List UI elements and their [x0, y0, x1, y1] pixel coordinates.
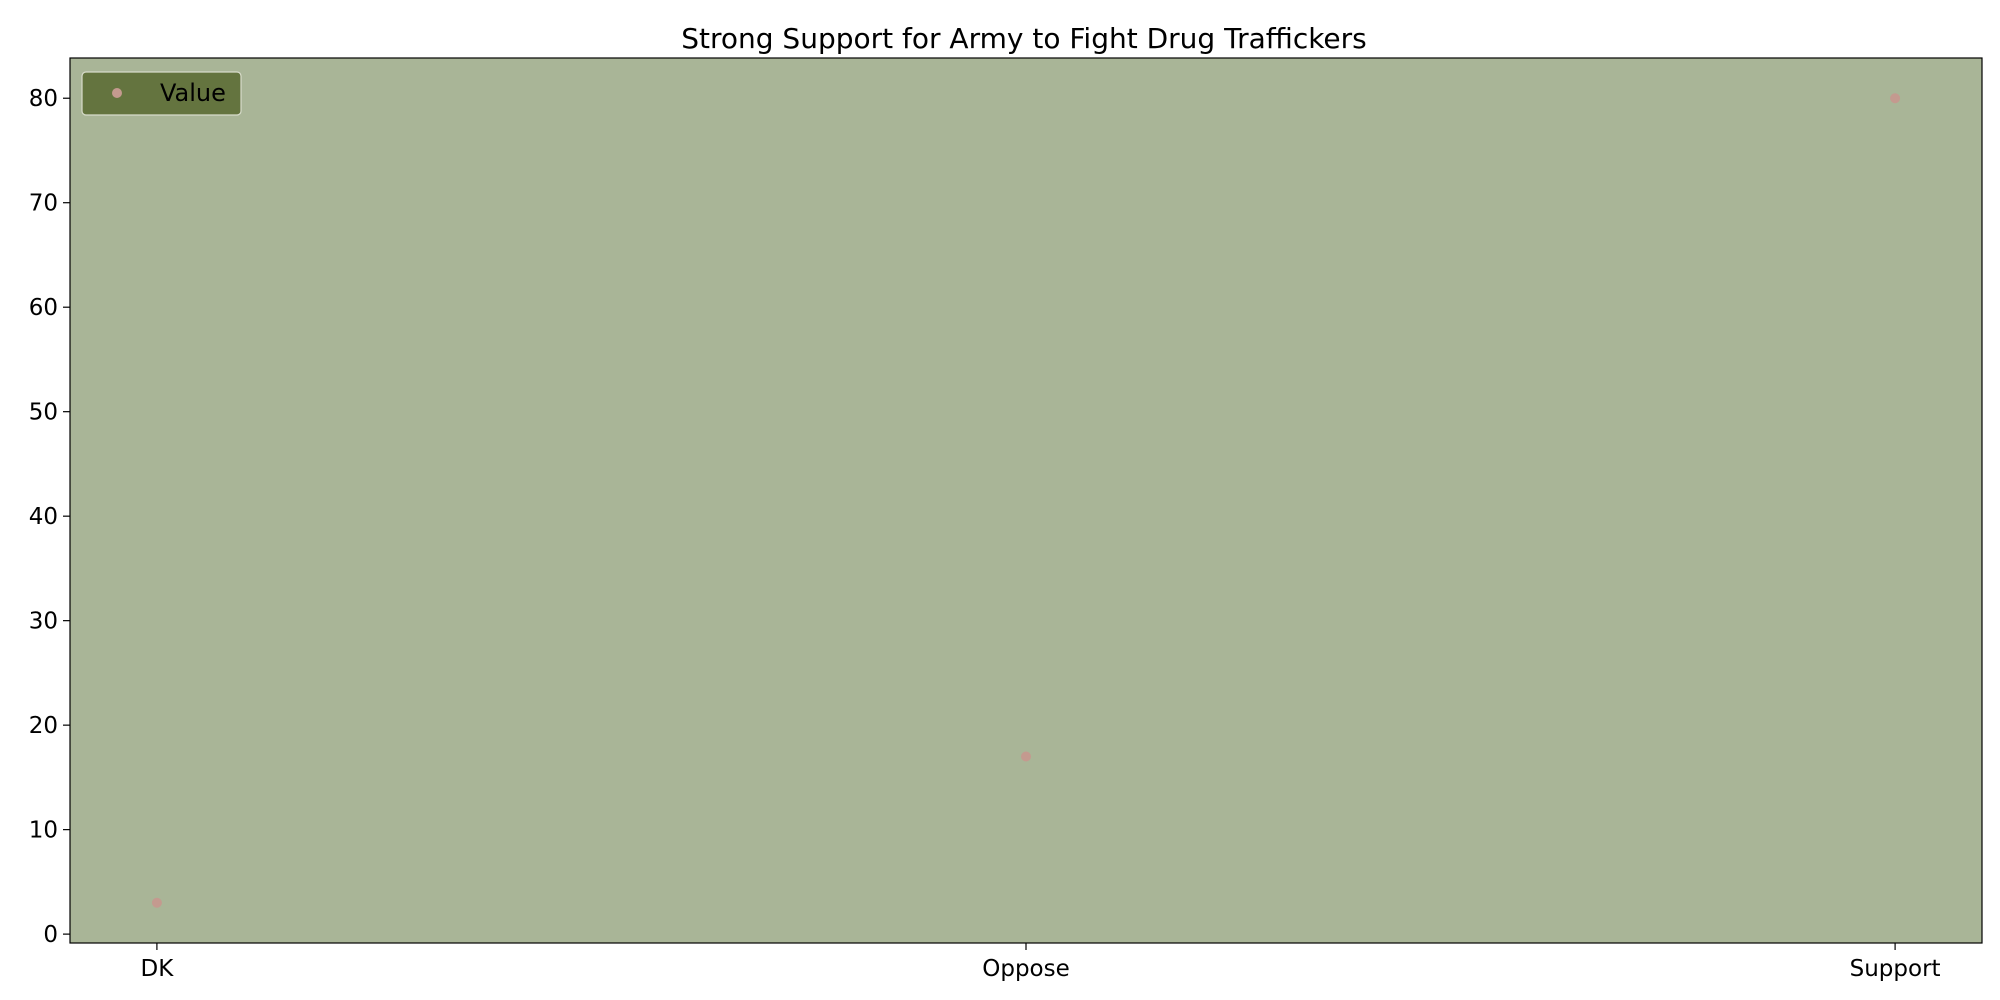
data-point-dk [151, 897, 162, 908]
y-tick-label: 20 [29, 713, 58, 739]
legend-marker [112, 88, 122, 98]
y-tick-label: 30 [29, 609, 58, 635]
y-tick-label: 50 [29, 400, 58, 426]
data-points [151, 93, 1901, 908]
y-tick-label: 70 [29, 191, 58, 217]
legend: Value [81, 71, 242, 116]
y-tick-label: 60 [29, 295, 58, 321]
y-tick-label: 40 [29, 504, 58, 530]
y-tick-label: 10 [29, 818, 58, 844]
data-point-support [1890, 93, 1901, 104]
x-tick-label: DK [141, 956, 175, 982]
x-tick-label: Oppose [982, 956, 1070, 982]
data-point-oppose [1021, 751, 1031, 762]
y-tick-label: 0 [43, 922, 58, 948]
chart-title: Strong Support for Army to Fight Drug Tr… [681, 22, 1367, 55]
plot-area [69, 57, 1983, 944]
legend-box [81, 71, 242, 116]
x-axis: DK Oppose Support [141, 943, 1941, 982]
legend-label-value: Value [160, 79, 226, 107]
y-axis: 0 10 20 30 40 50 60 70 80 [29, 86, 70, 948]
x-tick-label: Support [1850, 956, 1941, 982]
y-tick-label: 80 [29, 86, 58, 112]
